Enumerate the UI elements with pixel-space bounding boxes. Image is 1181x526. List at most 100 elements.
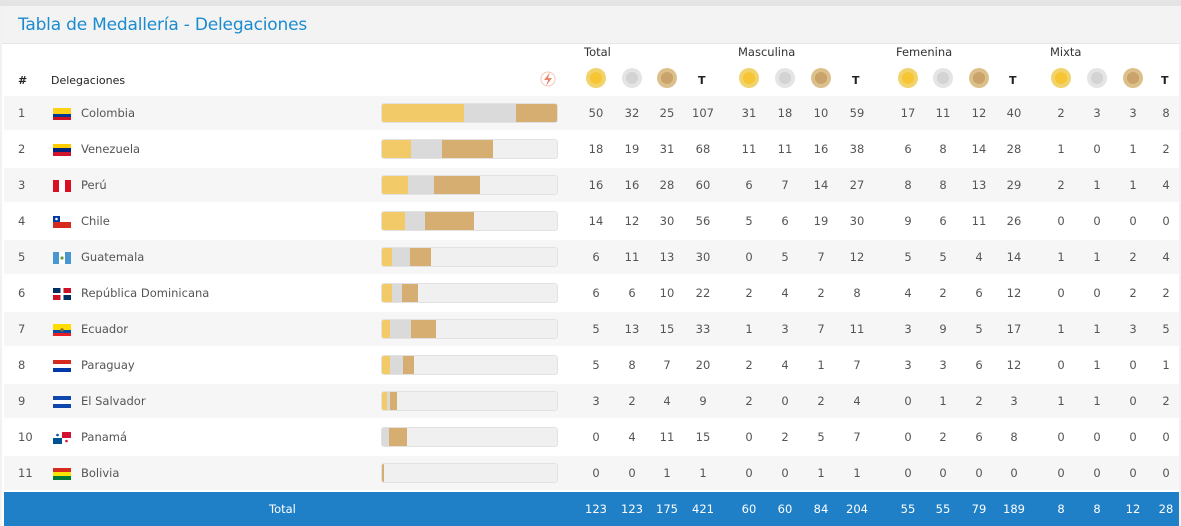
femenina-bronze-cell: 14 xyxy=(971,142,987,156)
bar-segment-silver xyxy=(408,176,434,194)
femenina-silver-cell: 0 xyxy=(939,466,947,480)
mixta-gold-cell: 1 xyxy=(1057,322,1065,336)
group-header-femenina: Femenina xyxy=(896,45,953,59)
column-header-rank[interactable]: # xyxy=(18,74,28,87)
total-total-cell: 9 xyxy=(699,394,707,408)
bar-segment-gold xyxy=(382,284,392,302)
masculina-silver-medal-icon[interactable] xyxy=(775,68,795,88)
masculina-gold-cell: 0 xyxy=(745,430,753,444)
mixta-silver-cell: 1 xyxy=(1093,358,1101,372)
delegation-name[interactable]: Paraguay xyxy=(81,358,135,372)
sort-lightning-icon[interactable] xyxy=(539,70,557,88)
masculina-total-cell: 7 xyxy=(853,358,861,372)
mixta-silver-cell: 1 xyxy=(1093,322,1101,336)
delegation-name[interactable]: Perú xyxy=(81,178,107,192)
totals-total-gold-cell: 123 xyxy=(585,502,607,516)
delegation-name[interactable]: Ecuador xyxy=(81,322,128,336)
masculina-total-cell: 30 xyxy=(849,214,865,228)
femenina-total-cell: 3 xyxy=(1010,394,1018,408)
rank-cell: 2 xyxy=(18,142,26,156)
mixta-silver-cell: 1 xyxy=(1093,250,1101,264)
masculina-gold-cell: 6 xyxy=(745,178,753,192)
totals-mixta-gold-cell: 8 xyxy=(1057,502,1065,516)
bar-segment-bronze xyxy=(402,284,418,302)
femenina-gold-cell: 9 xyxy=(904,214,912,228)
table-row[interactable]: 6 República Dominicana 6 6 10 22 2 4 2 8 4 2 6 12 0 0 2 2 xyxy=(4,276,1179,310)
masculina-bronze-medal-icon[interactable] xyxy=(811,68,831,88)
table-row[interactable]: 7 Ecuador 5 13 15 33 1 3 7 11 3 9 5 17 1 1 3 5 xyxy=(4,312,1179,346)
masculina-total-header[interactable]: T xyxy=(852,74,860,87)
delegation-name[interactable]: El Salvador xyxy=(81,394,146,408)
totals-total-silver-cell: 123 xyxy=(621,502,643,516)
total-silver-cell: 4 xyxy=(628,430,636,444)
total-bronze-cell: 13 xyxy=(659,250,675,264)
masculina-gold-medal-icon[interactable] xyxy=(739,68,759,88)
masculina-gold-cell: 0 xyxy=(745,466,753,480)
mixta-total-cell: 2 xyxy=(1162,286,1170,300)
total-silver-medal-icon[interactable] xyxy=(622,68,642,88)
mixta-silver-cell: 0 xyxy=(1093,286,1101,300)
column-header-delegation[interactable]: Delegaciones xyxy=(51,74,126,87)
mixta-gold-cell: 1 xyxy=(1057,250,1065,264)
femenina-gold-cell: 8 xyxy=(904,178,912,192)
el-salvador-flag-icon xyxy=(53,396,71,408)
femenina-bronze-medal-icon[interactable] xyxy=(969,68,989,88)
femenina-gold-medal-icon[interactable] xyxy=(898,68,918,88)
bar-segment-gold xyxy=(382,104,464,122)
table-row[interactable]: 8 Paraguay 5 8 7 20 2 4 1 7 3 3 6 12 0 1 0 1 xyxy=(4,348,1179,382)
totals-total-bronze-cell: 175 xyxy=(656,502,678,516)
femenina-total-header[interactable]: T xyxy=(1009,74,1017,87)
total-total-header[interactable]: T xyxy=(698,74,706,87)
masculina-bronze-cell: 2 xyxy=(817,394,825,408)
masculina-bronze-cell: 2 xyxy=(817,286,825,300)
total-bronze-medal-icon[interactable] xyxy=(657,68,677,88)
table-row[interactable]: 3 Perú 16 16 28 60 6 7 14 27 8 8 13 29 2 1 1 4 xyxy=(4,168,1179,202)
femenina-gold-cell: 6 xyxy=(904,142,912,156)
mixta-total-header[interactable]: T xyxy=(1161,74,1169,87)
top-strip xyxy=(0,0,1181,6)
totals-mixta-bronze-cell: 12 xyxy=(1125,502,1141,516)
delegation-name[interactable]: Bolivia xyxy=(81,466,120,480)
total-bronze-cell: 30 xyxy=(659,214,675,228)
delegation-name[interactable]: República Dominicana xyxy=(81,286,210,300)
femenina-silver-cell: 2 xyxy=(939,286,947,300)
femenina-gold-cell: 5 xyxy=(904,250,912,264)
delegation-name[interactable]: Colombia xyxy=(81,106,136,120)
totals-femenina-gold-cell: 55 xyxy=(900,502,916,516)
table-row[interactable]: 9 El Salvador 3 2 4 9 2 0 2 4 0 1 2 3 1 1 0 2 xyxy=(4,384,1179,418)
title-bar: Tabla de Medallería - Delegaciones xyxy=(2,6,1179,44)
rank-cell: 8 xyxy=(18,358,26,372)
mixta-gold-medal-icon[interactable] xyxy=(1051,68,1071,88)
medal-distribution-bar xyxy=(381,391,558,411)
table-row[interactable]: 4 Chile 14 12 30 56 5 6 19 30 9 6 11 26 0 0 0 0 xyxy=(4,204,1179,238)
femenina-bronze-cell: 13 xyxy=(971,178,987,192)
table-row[interactable]: 10 Panamá 0 4 11 15 0 2 5 7 0 2 6 8 0 0 0 0 xyxy=(4,420,1179,454)
total-gold-cell: 18 xyxy=(588,142,604,156)
medal-distribution-bar xyxy=(381,247,558,267)
masculina-silver-cell: 0 xyxy=(781,466,789,480)
table-row[interactable]: 11 Bolivia 0 0 1 1 0 0 1 1 0 0 0 0 0 0 0 0 xyxy=(4,456,1179,490)
femenina-silver-medal-icon[interactable] xyxy=(933,68,953,88)
delegation-name[interactable]: Venezuela xyxy=(81,142,141,156)
mixta-bronze-cell: 0 xyxy=(1129,394,1137,408)
total-total-cell: 22 xyxy=(695,286,711,300)
gold-medal-core xyxy=(1055,72,1067,84)
delegation-name[interactable]: Panamá xyxy=(81,430,128,444)
masculina-silver-cell: 6 xyxy=(781,214,789,228)
mixta-silver-cell: 0 xyxy=(1093,214,1101,228)
mixta-bronze-medal-icon[interactable] xyxy=(1123,68,1143,88)
group-header-total: Total xyxy=(584,45,611,59)
mixta-silver-medal-icon[interactable] xyxy=(1087,68,1107,88)
bar-segment-gold xyxy=(382,248,392,266)
table-row[interactable]: 5 Guatemala 6 11 13 30 0 5 7 12 5 5 4 14 1 1 2 4 xyxy=(4,240,1179,274)
table-row[interactable]: 2 Venezuela 18 19 31 68 11 11 16 38 6 8 14 28 1 0 1 2 xyxy=(4,132,1179,166)
delegation-name[interactable]: Guatemala xyxy=(81,250,145,264)
table-row[interactable]: 1 Colombia 50 32 25 107 31 18 10 59 17 11 12 40 2 3 3 8 xyxy=(4,96,1179,130)
medal-distribution-bar xyxy=(381,463,558,483)
femenina-silver-cell: 6 xyxy=(939,214,947,228)
mixta-bronze-cell: 0 xyxy=(1129,466,1137,480)
delegation-name[interactable]: Chile xyxy=(81,214,110,228)
total-total-cell: 68 xyxy=(695,142,711,156)
total-gold-medal-icon[interactable] xyxy=(586,68,606,88)
